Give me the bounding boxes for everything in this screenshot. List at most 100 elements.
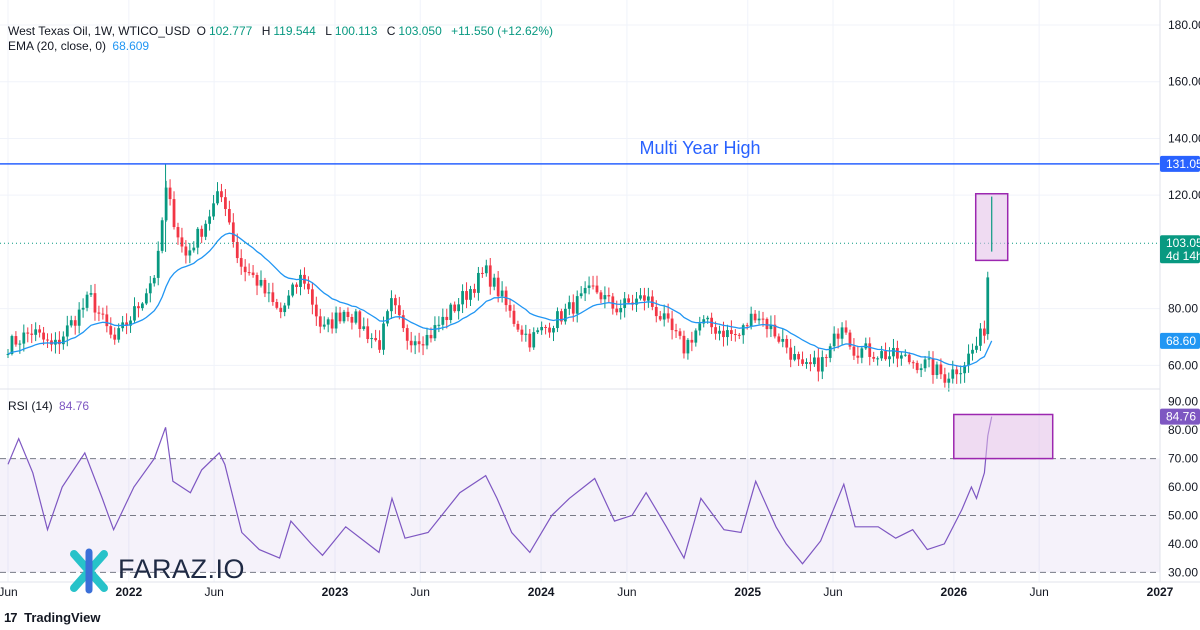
candle (540, 321, 544, 335)
candle (643, 287, 646, 311)
candle (247, 263, 251, 276)
candle (326, 317, 330, 333)
candle (923, 355, 927, 372)
candle (828, 343, 832, 363)
candle (330, 312, 334, 334)
candle (30, 324, 34, 344)
tradingview-footer[interactable]: 17 TradingView (4, 610, 100, 625)
candle (599, 290, 603, 304)
candle (42, 326, 45, 346)
candle (283, 302, 287, 317)
candle (627, 294, 630, 305)
price-tick-label: 80.00 (1168, 302, 1198, 316)
candle (338, 306, 342, 324)
candle (461, 284, 464, 314)
low-label: L (325, 24, 332, 38)
candle (884, 342, 887, 361)
candle (480, 267, 484, 278)
candle (769, 315, 773, 338)
candle (141, 302, 144, 311)
candle (152, 275, 156, 287)
candle (14, 331, 18, 347)
candle (204, 220, 208, 241)
candle (212, 195, 215, 220)
candle (836, 328, 840, 349)
svg-text:131.05: 131.05 (1166, 157, 1200, 171)
candle (441, 308, 445, 331)
candle (579, 286, 583, 299)
candle (251, 265, 255, 278)
rsi-tick-label: 80.00 (1168, 423, 1198, 437)
candle (224, 189, 227, 217)
symbol-legend[interactable]: West Texas Oil, 1W, WTICO_USD O 102.777 H… (8, 24, 556, 38)
candle (896, 340, 899, 368)
candle (840, 322, 844, 345)
candle (382, 316, 385, 355)
multi-year-high-label: Multi Year High (639, 138, 760, 158)
candle (77, 302, 81, 334)
candle (773, 315, 777, 339)
candle (453, 301, 457, 313)
candle (101, 307, 105, 320)
time-tick-label: Jun (411, 585, 430, 599)
candle (500, 281, 504, 303)
candle (714, 321, 717, 340)
candle (963, 361, 966, 383)
candle (741, 323, 745, 344)
candle (903, 349, 907, 357)
time-tick-label: 2022 (115, 585, 142, 599)
candle (164, 180, 168, 222)
candle (805, 358, 808, 369)
time-tick-label: 2027 (1147, 585, 1174, 599)
candle (658, 310, 662, 322)
candle (975, 336, 978, 353)
rsi-last-label: 84.76 (1160, 408, 1200, 425)
candle (813, 350, 816, 367)
candle (959, 365, 963, 384)
candle (69, 315, 73, 328)
candle (785, 335, 789, 354)
rsi-legend[interactable]: RSI (14) 84.76 (8, 399, 92, 413)
rsi-legend-label: RSI (14) (8, 399, 53, 413)
time-tick-label: Jun (823, 585, 842, 599)
candle (662, 304, 666, 327)
candle (291, 282, 294, 298)
rsi-axis[interactable]: 90.00 80.00 70.00 60.00 50.00 40.00 30.00 (1168, 395, 1198, 580)
ema-legend-value: 68.609 (112, 39, 150, 53)
time-axis[interactable]: Jun 2022 Jun 2023 Jun 2024 Jun 2025 Jun 2026 Jun 20… (0, 585, 1174, 599)
ema-line (7, 232, 993, 368)
price-tick-label: 120.00 (1168, 188, 1200, 202)
candle (591, 275, 595, 290)
candle (192, 241, 196, 253)
close-label: C (386, 24, 396, 38)
candle (89, 284, 93, 298)
candle (125, 313, 128, 335)
candle (220, 183, 223, 203)
candle (528, 329, 532, 352)
candle (362, 317, 366, 331)
price-axis[interactable]: 180.00 160.00 140.00 120.00 80.00 60.00 (1168, 18, 1200, 372)
candle (307, 276, 310, 295)
candle (678, 328, 682, 340)
candle (595, 275, 599, 295)
candle (698, 316, 702, 336)
candle (196, 227, 200, 255)
candle (943, 367, 947, 388)
time-tick-label: Jun (1029, 585, 1048, 599)
highlight-box-rsi[interactable] (953, 413, 1054, 460)
price-label-multi-year-high: 131.05 (1160, 155, 1200, 172)
high-label: H (261, 24, 271, 38)
candle (856, 345, 860, 364)
faraz-logo-icon (70, 548, 108, 594)
candle (334, 306, 338, 334)
candle (560, 308, 563, 325)
candle (915, 360, 919, 374)
candle (670, 310, 674, 340)
candle (255, 272, 259, 296)
candle (318, 308, 322, 334)
price-tick-label: 140.00 (1168, 131, 1200, 145)
ema-legend[interactable]: EMA (20, close, 0) 68.609 (8, 39, 152, 53)
candle (148, 276, 152, 303)
candle (686, 338, 690, 360)
